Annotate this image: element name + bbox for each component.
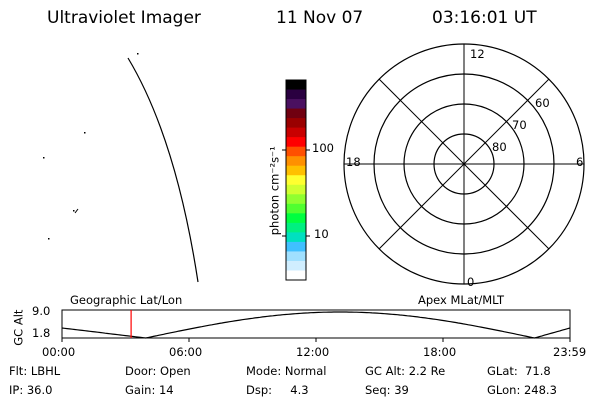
door-readout: Door: Open — [125, 364, 191, 378]
orbit-plot-frame — [61, 309, 571, 339]
orbit-x-tick: 23:59 — [553, 345, 587, 359]
instrument-title: Ultraviolet Imager — [47, 8, 201, 28]
colorbar-swatch — [286, 270, 306, 281]
colorbar-swatch — [286, 232, 306, 243]
orbit-altitude-curve — [61, 311, 571, 339]
colorbar-swatch — [286, 127, 306, 138]
colorbar-swatch — [286, 108, 306, 119]
orbit-y-tick-max: 9.0 — [32, 304, 51, 318]
colorbar-swatch — [286, 184, 306, 195]
colorbar-tick-100: 100 — [312, 141, 334, 155]
colorbar-swatch — [286, 80, 306, 91]
mlt-line-diagonal — [378, 78, 550, 250]
colorbar-swatch — [286, 165, 306, 176]
seq-readout: Seq: 39 — [365, 383, 409, 397]
earth-limb-arc — [127, 57, 199, 283]
colorbar-swatch — [286, 222, 306, 233]
mlt-label-dusk: 18 — [346, 155, 361, 169]
ip-readout: IP: 36.0 — [9, 383, 53, 397]
colorbar-swatch — [286, 194, 306, 205]
mlt-label-midnight: 0 — [467, 275, 475, 289]
mode-readout: Mode: Normal — [246, 364, 327, 378]
colorbar-swatch — [286, 241, 306, 252]
orbit-x-tick: 12:00 — [296, 345, 330, 359]
colorbar-swatch — [286, 156, 306, 167]
observation-date: 11 Nov 07 — [276, 8, 364, 28]
glon-readout: GLon: 248.3 — [487, 383, 557, 397]
glat-readout: GLat: 71.8 — [487, 364, 551, 378]
star-dot — [137, 53, 139, 55]
orbit-right-title: Apex MLat/MLT — [418, 293, 505, 307]
orbit-x-tick: 18:00 — [423, 345, 457, 359]
colorbar-swatch — [286, 89, 306, 100]
colorbar-swatch — [286, 251, 306, 262]
orbit-y-tick-min: 1.8 — [32, 326, 51, 340]
dsp-readout: Dsp: 4.3 — [246, 383, 309, 397]
orbit-x-tick: 06:00 — [169, 345, 203, 359]
mlt-label-noon: 12 — [470, 47, 485, 61]
star-dot — [74, 208, 79, 214]
filter-readout: Flt: LBHL — [9, 364, 61, 378]
orbit-left-title: Geographic Lat/Lon — [70, 293, 183, 307]
star-dot — [48, 238, 50, 240]
lat-label-80: 80 — [492, 140, 507, 154]
star-dot — [43, 157, 45, 159]
star-dot — [84, 132, 86, 134]
colorbar-swatch — [286, 203, 306, 214]
colorbar-swatch — [286, 99, 306, 110]
lat-label-60: 60 — [535, 96, 550, 110]
lat-label-70: 70 — [512, 118, 527, 132]
colorbar-swatch — [286, 137, 306, 148]
mlt-label-dawn: 6 — [576, 155, 584, 169]
gc-alt-readout: GC Alt: 2.2 Re — [365, 364, 446, 378]
colorbar-swatch — [286, 213, 306, 224]
colorbar-swatch — [286, 146, 306, 157]
star-dot — [73, 210, 75, 212]
colorbar-swatch — [286, 118, 306, 129]
gain-readout: Gain: 14 — [125, 383, 174, 397]
colorbar-swatch — [286, 175, 306, 186]
observation-time: 03:16:01 UT — [432, 8, 537, 28]
orbit-x-tick: 00:00 — [42, 345, 76, 359]
colorbar-tick-10: 10 — [314, 227, 329, 241]
colorbar-swatch — [286, 260, 306, 271]
